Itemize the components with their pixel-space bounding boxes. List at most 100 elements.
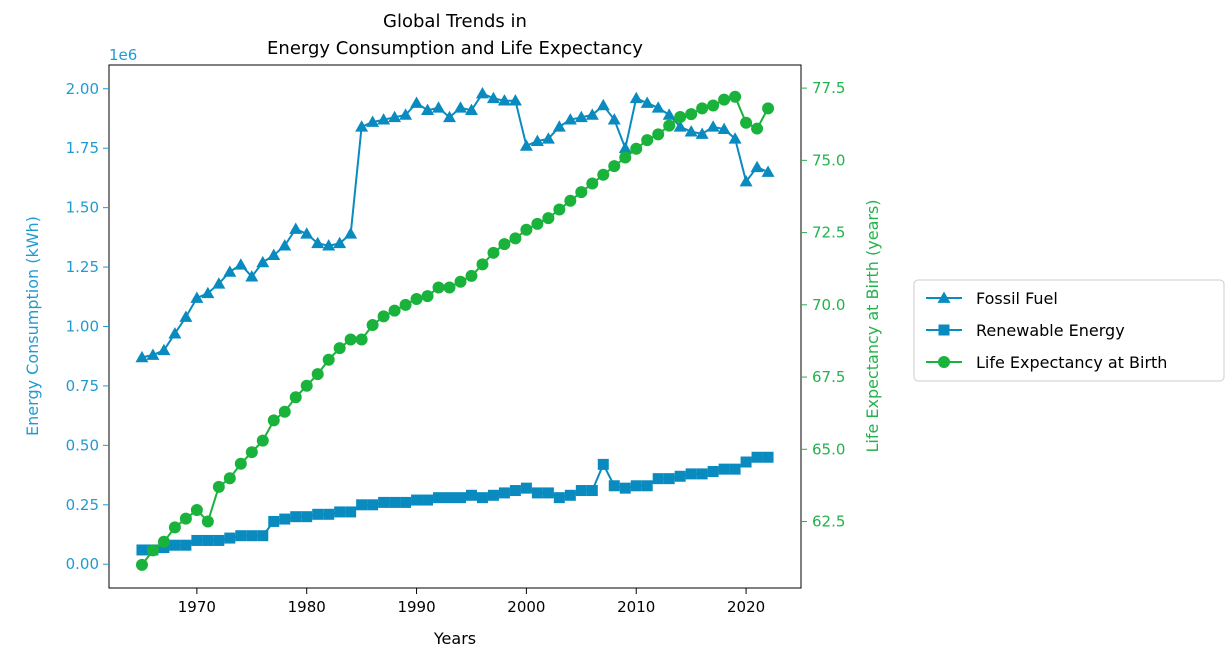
x-axis: 1970 1980 1990 2000 2010 2020 <box>178 588 765 616</box>
data-point-life-expectancy-at-birth <box>267 414 280 427</box>
plot-area-frame <box>108 64 802 589</box>
data-point-life-expectancy-at-birth <box>476 258 489 271</box>
data-point-renewable-energy <box>729 463 741 475</box>
data-point-life-expectancy-at-birth <box>421 290 434 303</box>
data-point-renewable-energy <box>202 534 214 546</box>
data-point-renewable-energy <box>191 534 203 546</box>
data-point-fossil-fuel <box>717 122 731 135</box>
data-point-renewable-energy <box>465 489 477 501</box>
data-point-life-expectancy-at-birth <box>223 472 236 485</box>
data-point-fossil-fuel <box>146 348 160 360</box>
data-point-renewable-energy <box>641 480 653 492</box>
data-point-life-expectancy-at-birth <box>311 368 324 381</box>
legend-item-renewable-energy: Renewable Energy <box>926 321 1125 340</box>
series-fossil-fuel <box>135 87 775 363</box>
data-point-life-expectancy-at-birth <box>586 177 599 190</box>
data-point-fossil-fuel <box>168 327 182 339</box>
data-point-renewable-energy <box>509 485 521 497</box>
legend-label: Fossil Fuel <box>976 289 1058 308</box>
data-point-fossil-fuel <box>267 248 281 261</box>
legend-item-life-expectancy-at-birth: Life Expectancy at Birth <box>926 353 1167 372</box>
data-point-fossil-fuel <box>739 174 753 187</box>
data-point-fossil-fuel <box>684 125 698 137</box>
y-right-tick-label: 77.5 <box>812 79 845 97</box>
y-right-tick-label: 72.5 <box>812 224 845 242</box>
data-point-fossil-fuel <box>695 127 709 139</box>
data-point-life-expectancy-at-birth <box>740 116 753 129</box>
data-point-life-expectancy-at-birth <box>179 512 192 525</box>
data-point-fossil-fuel <box>410 96 424 108</box>
data-point-renewable-energy <box>542 487 554 499</box>
data-point-life-expectancy-at-birth <box>135 558 148 571</box>
data-point-renewable-energy <box>246 530 258 542</box>
data-point-life-expectancy-at-birth <box>278 405 291 418</box>
data-point-fossil-fuel <box>486 91 500 104</box>
legend: Fossil Fuel Renewable Energy Life Expectan… <box>913 279 1225 382</box>
data-point-renewable-energy <box>290 511 302 523</box>
x-tick-label: 2010 <box>617 598 655 616</box>
data-point-renewable-energy <box>696 468 708 480</box>
data-point-renewable-energy <box>685 468 697 480</box>
data-point-life-expectancy-at-birth <box>366 319 379 332</box>
data-point-fossil-fuel <box>333 236 347 249</box>
data-point-renewable-energy <box>235 530 247 542</box>
data-point-life-expectancy-at-birth <box>322 353 335 366</box>
data-point-renewable-energy <box>323 508 335 520</box>
data-point-life-expectancy-at-birth <box>388 304 401 317</box>
data-point-fossil-fuel <box>234 258 248 270</box>
y-left-tick-label: 1.00 <box>66 318 99 336</box>
data-point-fossil-fuel <box>421 103 435 116</box>
data-point-renewable-energy <box>520 482 532 494</box>
series-line-life-expectancy-at-birth <box>141 95 769 566</box>
data-point-renewable-energy <box>476 492 488 504</box>
data-point-renewable-energy <box>663 473 675 485</box>
legend-item-fossil-fuel: Fossil Fuel <box>926 289 1058 308</box>
x-tick-label: 2000 <box>507 598 545 616</box>
data-point-renewable-energy <box>652 473 664 485</box>
data-point-life-expectancy-at-birth <box>531 217 544 230</box>
data-point-life-expectancy-at-birth <box>751 122 764 135</box>
data-point-renewable-energy <box>433 492 445 504</box>
data-point-renewable-energy <box>674 470 686 482</box>
data-point-fossil-fuel <box>256 255 270 268</box>
data-point-renewable-energy <box>444 492 456 504</box>
data-point-life-expectancy-at-birth <box>234 457 247 470</box>
data-point-fossil-fuel <box>662 108 676 120</box>
data-point-life-expectancy-at-birth <box>212 480 225 493</box>
data-point-fossil-fuel <box>201 286 215 299</box>
x-tick-label: 1990 <box>397 598 435 616</box>
data-point-fossil-fuel <box>541 132 555 144</box>
series-line-fossil-fuel <box>141 92 769 359</box>
data-point-renewable-energy <box>312 508 324 520</box>
data-point-life-expectancy-at-birth <box>685 108 698 121</box>
data-point-fossil-fuel <box>377 113 391 125</box>
data-point-fossil-fuel <box>673 120 687 132</box>
legend-label: Life Expectancy at Birth <box>976 353 1167 372</box>
x-tick-label: 1980 <box>288 598 326 616</box>
data-point-life-expectancy-at-birth <box>718 93 731 106</box>
data-point-fossil-fuel <box>607 113 621 125</box>
data-point-fossil-fuel <box>574 110 588 123</box>
data-point-fossil-fuel <box>497 94 511 106</box>
y-right-tick-label: 67.5 <box>812 368 845 386</box>
data-point-fossil-fuel <box>706 120 720 132</box>
data-point-fossil-fuel <box>728 132 742 144</box>
data-point-fossil-fuel <box>355 120 369 132</box>
data-point-renewable-energy <box>619 482 631 494</box>
y-left-tick-label: 1.75 <box>66 139 99 157</box>
data-point-life-expectancy-at-birth <box>157 535 170 548</box>
legend-marker <box>938 324 950 336</box>
data-point-fossil-fuel <box>245 270 259 282</box>
x-tick-label: 1970 <box>178 598 216 616</box>
y-axis-left-label: Energy Consumption (kWh) <box>23 216 42 436</box>
data-point-renewable-energy <box>707 466 719 478</box>
data-point-fossil-fuel <box>464 103 478 116</box>
data-point-fossil-fuel <box>322 239 336 251</box>
y-axis-left-offset-label: 1e6 <box>109 46 137 64</box>
legend-box <box>913 279 1225 382</box>
data-point-fossil-fuel <box>443 110 457 123</box>
data-point-fossil-fuel <box>640 96 654 108</box>
data-point-renewable-energy <box>224 532 236 544</box>
data-point-life-expectancy-at-birth <box>432 281 445 294</box>
